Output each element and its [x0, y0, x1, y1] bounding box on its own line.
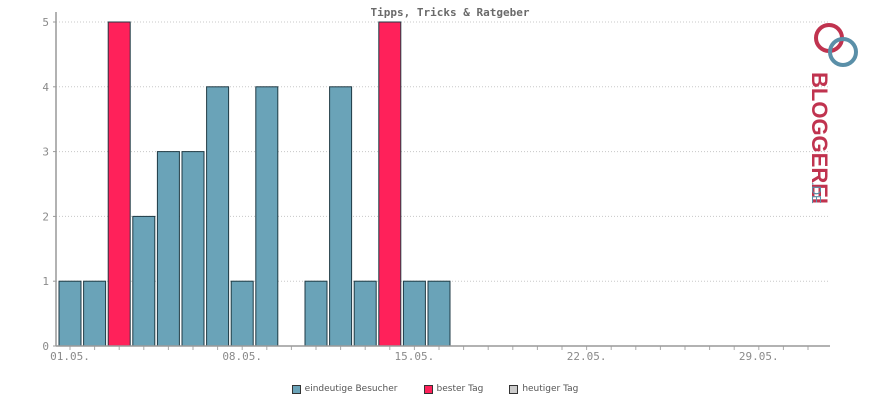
x-tick-label: 15.05. — [395, 350, 435, 363]
bloggerei-logo[interactable] — [805, 18, 865, 218]
legend-swatch-today — [509, 384, 519, 394]
y-tick-label: 4 — [42, 81, 49, 94]
y-tick-label: 5 — [42, 16, 49, 29]
y-tick-label: 2 — [42, 210, 49, 223]
legend-swatch-visitors — [291, 384, 301, 394]
bar — [427, 280, 451, 347]
logo-wordmark: BLOGGEREI .DE — [792, 70, 842, 220]
legend-label-visitors: eindeutige Besucher — [304, 384, 398, 394]
legend-swatch-best-day — [423, 384, 433, 394]
y-tick-label: 3 — [42, 146, 49, 159]
bar — [83, 280, 107, 347]
bar — [206, 86, 230, 347]
logo-text: BLOGGEREI — [807, 72, 832, 204]
bars — [58, 21, 451, 347]
bar — [58, 280, 82, 347]
x-tick-label: 29.05. — [739, 350, 779, 363]
axes — [53, 12, 830, 350]
bar — [402, 280, 426, 347]
bar — [329, 86, 353, 347]
y-tick-label: 0 — [42, 340, 49, 353]
bar — [132, 215, 156, 347]
tick-labels: 0 1 2 3 4 5 01.05. 08.05. 15.05. 22.05. 29.05. — [42, 16, 778, 363]
legend-item-today: heutiger Tag — [509, 384, 578, 394]
bar — [156, 151, 180, 347]
legend-item-visitors: eindeutige Besucher — [291, 384, 398, 394]
bar — [255, 86, 279, 347]
x-tick-label: 01.05. — [50, 350, 90, 363]
bar-best-day — [107, 21, 131, 347]
bar-best-day — [378, 21, 402, 347]
legend-label-today: heutiger Tag — [522, 384, 579, 394]
logo-mark-icon — [814, 23, 858, 67]
bar — [230, 280, 254, 347]
chart-title: Tipps, Tricks & Ratgeber — [371, 6, 530, 19]
x-tick-label: 08.05. — [222, 350, 262, 363]
y-tick-label: 1 — [42, 275, 49, 288]
logo-suffix: .DE — [809, 182, 824, 204]
bar — [304, 280, 328, 347]
bar — [353, 280, 377, 347]
legend: eindeutige Besucher bester Tag heutiger … — [0, 384, 870, 394]
x-tick-label: 22.05. — [567, 350, 607, 363]
legend-label-best-day: bester Tag — [436, 384, 484, 394]
bar — [181, 151, 205, 347]
legend-item-best-day: bester Tag — [423, 384, 484, 394]
